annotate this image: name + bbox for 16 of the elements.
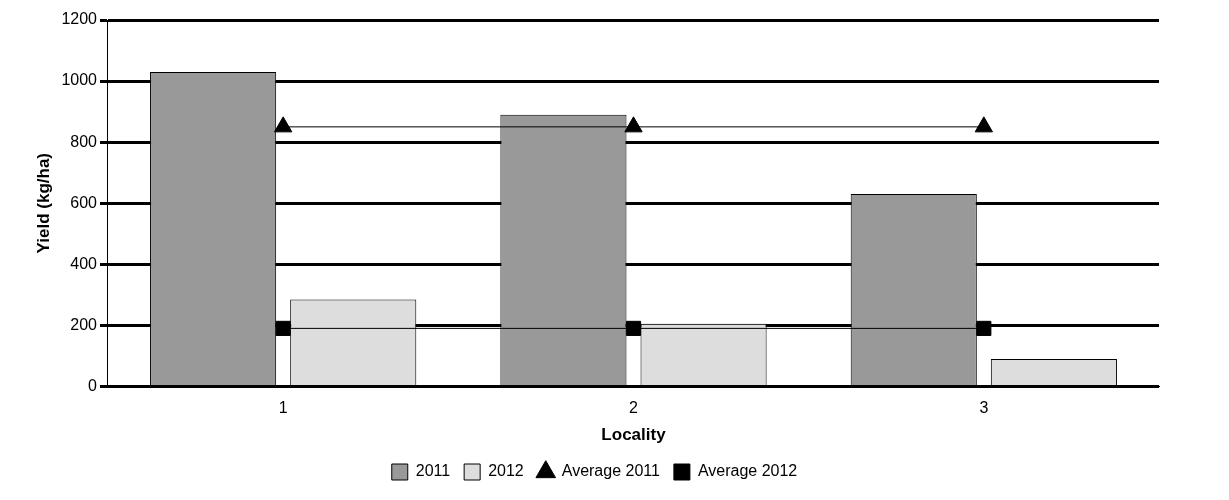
y-axis-title: Yield (kg/ha) [33,152,53,254]
legend-label: Average 2012 [697,462,798,480]
x-tick-label: 1 [278,399,288,417]
y-tick-label: 400 [70,254,98,272]
y-tick-label: 1200 [61,10,98,28]
y-tick-label: 200 [70,315,98,333]
y-tick-label: 1000 [61,71,98,89]
x-tick-label: 3 [979,399,989,417]
legend-label: Average 2011 [561,462,661,480]
y-tick-label: 800 [70,132,98,150]
y-tick-label: 0 [88,376,98,394]
legend-label: 2011 [415,462,451,480]
x-tick-label: 2 [629,399,639,417]
legend-label: 2012 [488,462,524,480]
x-axis-title: Locality [601,425,667,445]
y-tick-label: 600 [70,193,98,211]
